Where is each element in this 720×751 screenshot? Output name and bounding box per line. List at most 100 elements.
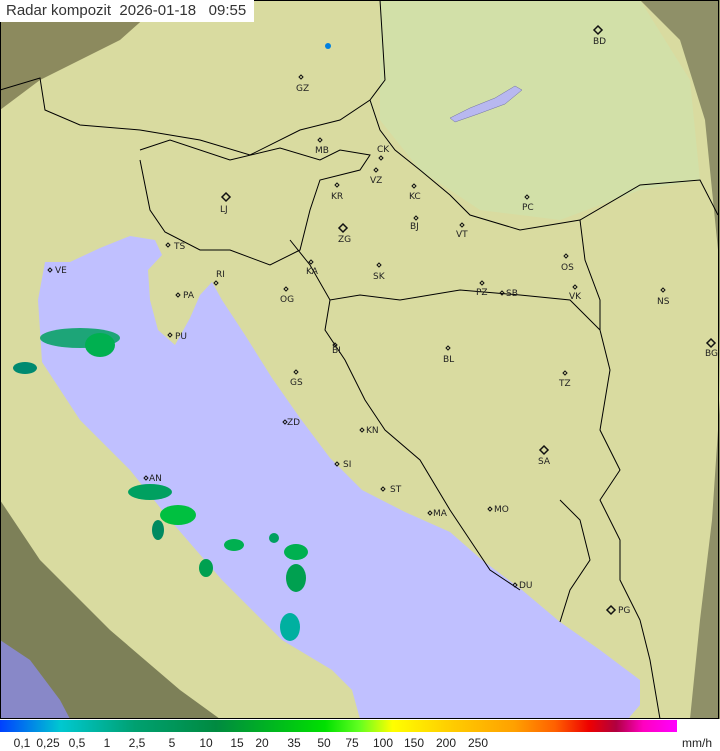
city-label-bg: BG [705, 349, 718, 359]
radar-map[interactable]: GZ BD MB CK VZ KR KC PC LJ TS ZG BJ VT OS VE RI KA SK PA OG… [0, 0, 720, 719]
city-marker-sa [538, 444, 550, 456]
legend-label: 1 [103, 736, 111, 750]
city-marker-ts [165, 242, 171, 248]
legend-label: 20 [255, 736, 269, 750]
city-marker-zd [282, 419, 288, 425]
city-marker-gs [293, 369, 299, 375]
adriatic-sea [38, 236, 640, 719]
city-marker-kn [359, 427, 365, 433]
city-label-bi: BI [332, 346, 341, 356]
city-marker-an [143, 475, 149, 481]
tyrrhenian-sea [0, 640, 70, 719]
city-label-pu: PU [175, 332, 187, 342]
city-label-si: SI [343, 460, 351, 470]
city-marker-pa [175, 292, 181, 298]
legend-label: 200 [435, 736, 457, 750]
legend-label: 5 [168, 736, 176, 750]
city-marker-mo [487, 506, 493, 512]
city-marker-bi [332, 342, 338, 348]
city-label-os: OS [561, 263, 574, 273]
city-marker-bj [413, 215, 419, 221]
outside-coverage-topleft [0, 0, 165, 110]
lake-balaton [449, 85, 523, 123]
city-marker-ve [47, 267, 53, 273]
city-marker-pz [479, 280, 485, 286]
outside-coverage-right [640, 0, 720, 719]
city-marker-ma [427, 510, 433, 516]
city-label-ka: KA [306, 267, 319, 277]
city-label-kr: KR [331, 192, 343, 202]
city-marker-bd [592, 24, 604, 36]
legend-label: 250 [467, 736, 489, 750]
outside-coverage-bottomleft [0, 500, 220, 719]
map-frame [0, 0, 719, 719]
city-marker-lj [220, 191, 232, 203]
city-marker-du [512, 582, 518, 588]
legend-label: 0,5 [68, 736, 86, 750]
city-marker-si [334, 461, 340, 467]
city-marker-gz [298, 74, 304, 80]
city-label-an: AN [149, 474, 162, 484]
city-label-sb: SB [506, 289, 518, 299]
northern-plain [380, 0, 700, 220]
city-marker-bl [445, 345, 451, 351]
legend-label: 10 [199, 736, 213, 750]
city-label-zg: ZG [338, 235, 351, 245]
legend-label: 75 [345, 736, 359, 750]
city-label-pz: PZ [476, 288, 488, 298]
city-marker-zg [337, 222, 349, 234]
city-label-tz: TZ [558, 379, 571, 389]
city-label-gz: GZ [296, 84, 309, 94]
city-marker-vz [373, 167, 379, 173]
city-marker-vt [459, 222, 465, 228]
city-marker-kc [411, 183, 417, 189]
legend-label: 15 [230, 736, 244, 750]
city-label-pc: PC [522, 203, 534, 213]
city-label-ve: VE [55, 266, 67, 276]
city-label-ns: NS [657, 297, 670, 307]
city-marker-kr [334, 182, 340, 188]
city-label-du: DU [519, 581, 533, 591]
city-label-ts: TS [173, 242, 185, 252]
legend-label: 2,5 [128, 736, 146, 750]
city-label-gs: GS [290, 378, 303, 388]
city-marker-ri [213, 280, 219, 286]
city-label-pg: PG [618, 606, 630, 616]
city-label-ri: RI [216, 270, 225, 280]
city-marker-ck [378, 155, 384, 161]
city-label-sa: SA [538, 457, 551, 467]
city-marker-st [380, 486, 386, 492]
title-date: 2026-01-18 [119, 2, 197, 19]
title-time: 09:55 [208, 2, 247, 19]
city-marker-pc [524, 194, 530, 200]
legend-unit: mm/h [682, 736, 712, 750]
legend-label: 0,1 [13, 736, 31, 750]
legend-label: 50 [317, 736, 331, 750]
city-marker-og [283, 286, 289, 292]
city-label-st: ST [390, 485, 402, 495]
city-marker-bg [705, 337, 717, 349]
title-bar: Radar kompozit 2026-01-18 09:55 [0, 0, 255, 22]
city-label-mb: MB [315, 146, 329, 156]
city-marker-sk [376, 262, 382, 268]
city-marker-tz [562, 370, 568, 376]
city-label-bl: BL [443, 355, 454, 365]
legend-label: 35 [287, 736, 301, 750]
city-label-vt: VT [456, 230, 468, 240]
city-marker-vk [572, 284, 578, 290]
city-label-pa: PA [183, 291, 195, 301]
legend-color-scale [0, 720, 677, 732]
radar-echoes [13, 43, 331, 641]
legend-label: 100 [372, 736, 394, 750]
city-label-vz: VZ [370, 176, 382, 186]
city-label-zd: ZD [287, 418, 300, 428]
title-label: Radar kompozit [6, 2, 112, 19]
city-marker-ka [308, 259, 314, 265]
country-borders [0, 0, 719, 719]
legend-label: 0,25 [36, 736, 60, 750]
legend-label: 150 [403, 736, 425, 750]
city-label-bd: BD [593, 37, 606, 47]
city-label-ck: CK [377, 145, 390, 155]
city-label-mo: MO [494, 505, 509, 515]
city-label-ma: MA [433, 509, 448, 519]
